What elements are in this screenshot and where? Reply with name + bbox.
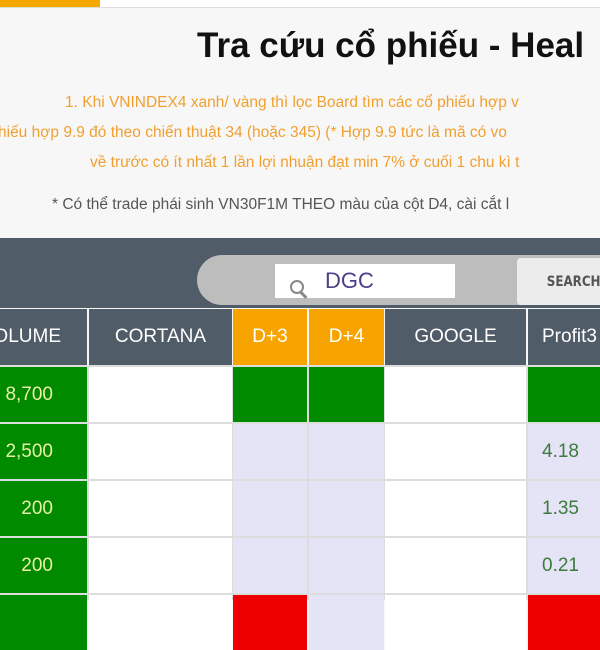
profit-cell: 4.18 (528, 424, 600, 479)
profit-cell (528, 367, 600, 422)
cortana-cell (89, 424, 232, 479)
d3-cell (233, 481, 307, 536)
search-button[interactable]: SEARCH (517, 258, 600, 305)
column-header[interactable]: D+4 (309, 309, 384, 365)
google-cell (385, 538, 526, 593)
page-title: Tra cứu cổ phiếu - Heal (197, 26, 585, 65)
profit-cell: 1.35 (528, 481, 600, 536)
profit-cell: 0.21 (528, 538, 600, 593)
column-header[interactable]: OLUME (0, 309, 87, 365)
cortana-cell (89, 595, 232, 650)
note-line: * Có thể trade phái sinh VN30F1M THEO mà… (52, 196, 510, 213)
note-line: 1. Khi VNINDEX4 xanh/ vàng thì lọc Board… (65, 94, 519, 111)
google-cell (385, 481, 526, 536)
google-cell (385, 367, 526, 422)
volume-cell: 2,500 (0, 424, 87, 479)
volume-cell: 8,700 (0, 367, 87, 422)
volume-cell: 200 (0, 481, 87, 536)
search-icon (290, 280, 304, 294)
google-cell (385, 424, 526, 479)
d4-cell (309, 367, 384, 422)
active-nav-tab[interactable] (0, 0, 100, 7)
cortana-cell (89, 538, 232, 593)
search-input[interactable] (275, 264, 455, 298)
column-header[interactable]: Profit3 (528, 309, 600, 365)
column-header[interactable]: GOOGLE (385, 309, 526, 365)
d3-cell (233, 595, 307, 650)
d3-cell (233, 538, 307, 593)
column-header[interactable]: CORTANA (89, 309, 232, 365)
d4-cell (309, 481, 384, 536)
d3-cell (233, 367, 307, 422)
d4-cell (309, 595, 384, 650)
note-line: về trước có ít nhất 1 lần lợi nhuận đạt … (90, 154, 520, 171)
d3-cell (233, 424, 307, 479)
d4-cell (309, 538, 384, 593)
d4-cell (309, 424, 384, 479)
profit-cell (528, 595, 600, 650)
column-header[interactable]: D+3 (233, 309, 307, 365)
cortana-cell (89, 481, 232, 536)
google-cell (385, 595, 526, 650)
volume-cell: 200 (0, 538, 87, 593)
note-line: hiếu hợp 9.9 đó theo chiến thuật 34 (hoặ… (0, 124, 507, 141)
volume-cell (0, 595, 87, 650)
cortana-cell (89, 367, 232, 422)
top-nav-bar (0, 0, 600, 8)
